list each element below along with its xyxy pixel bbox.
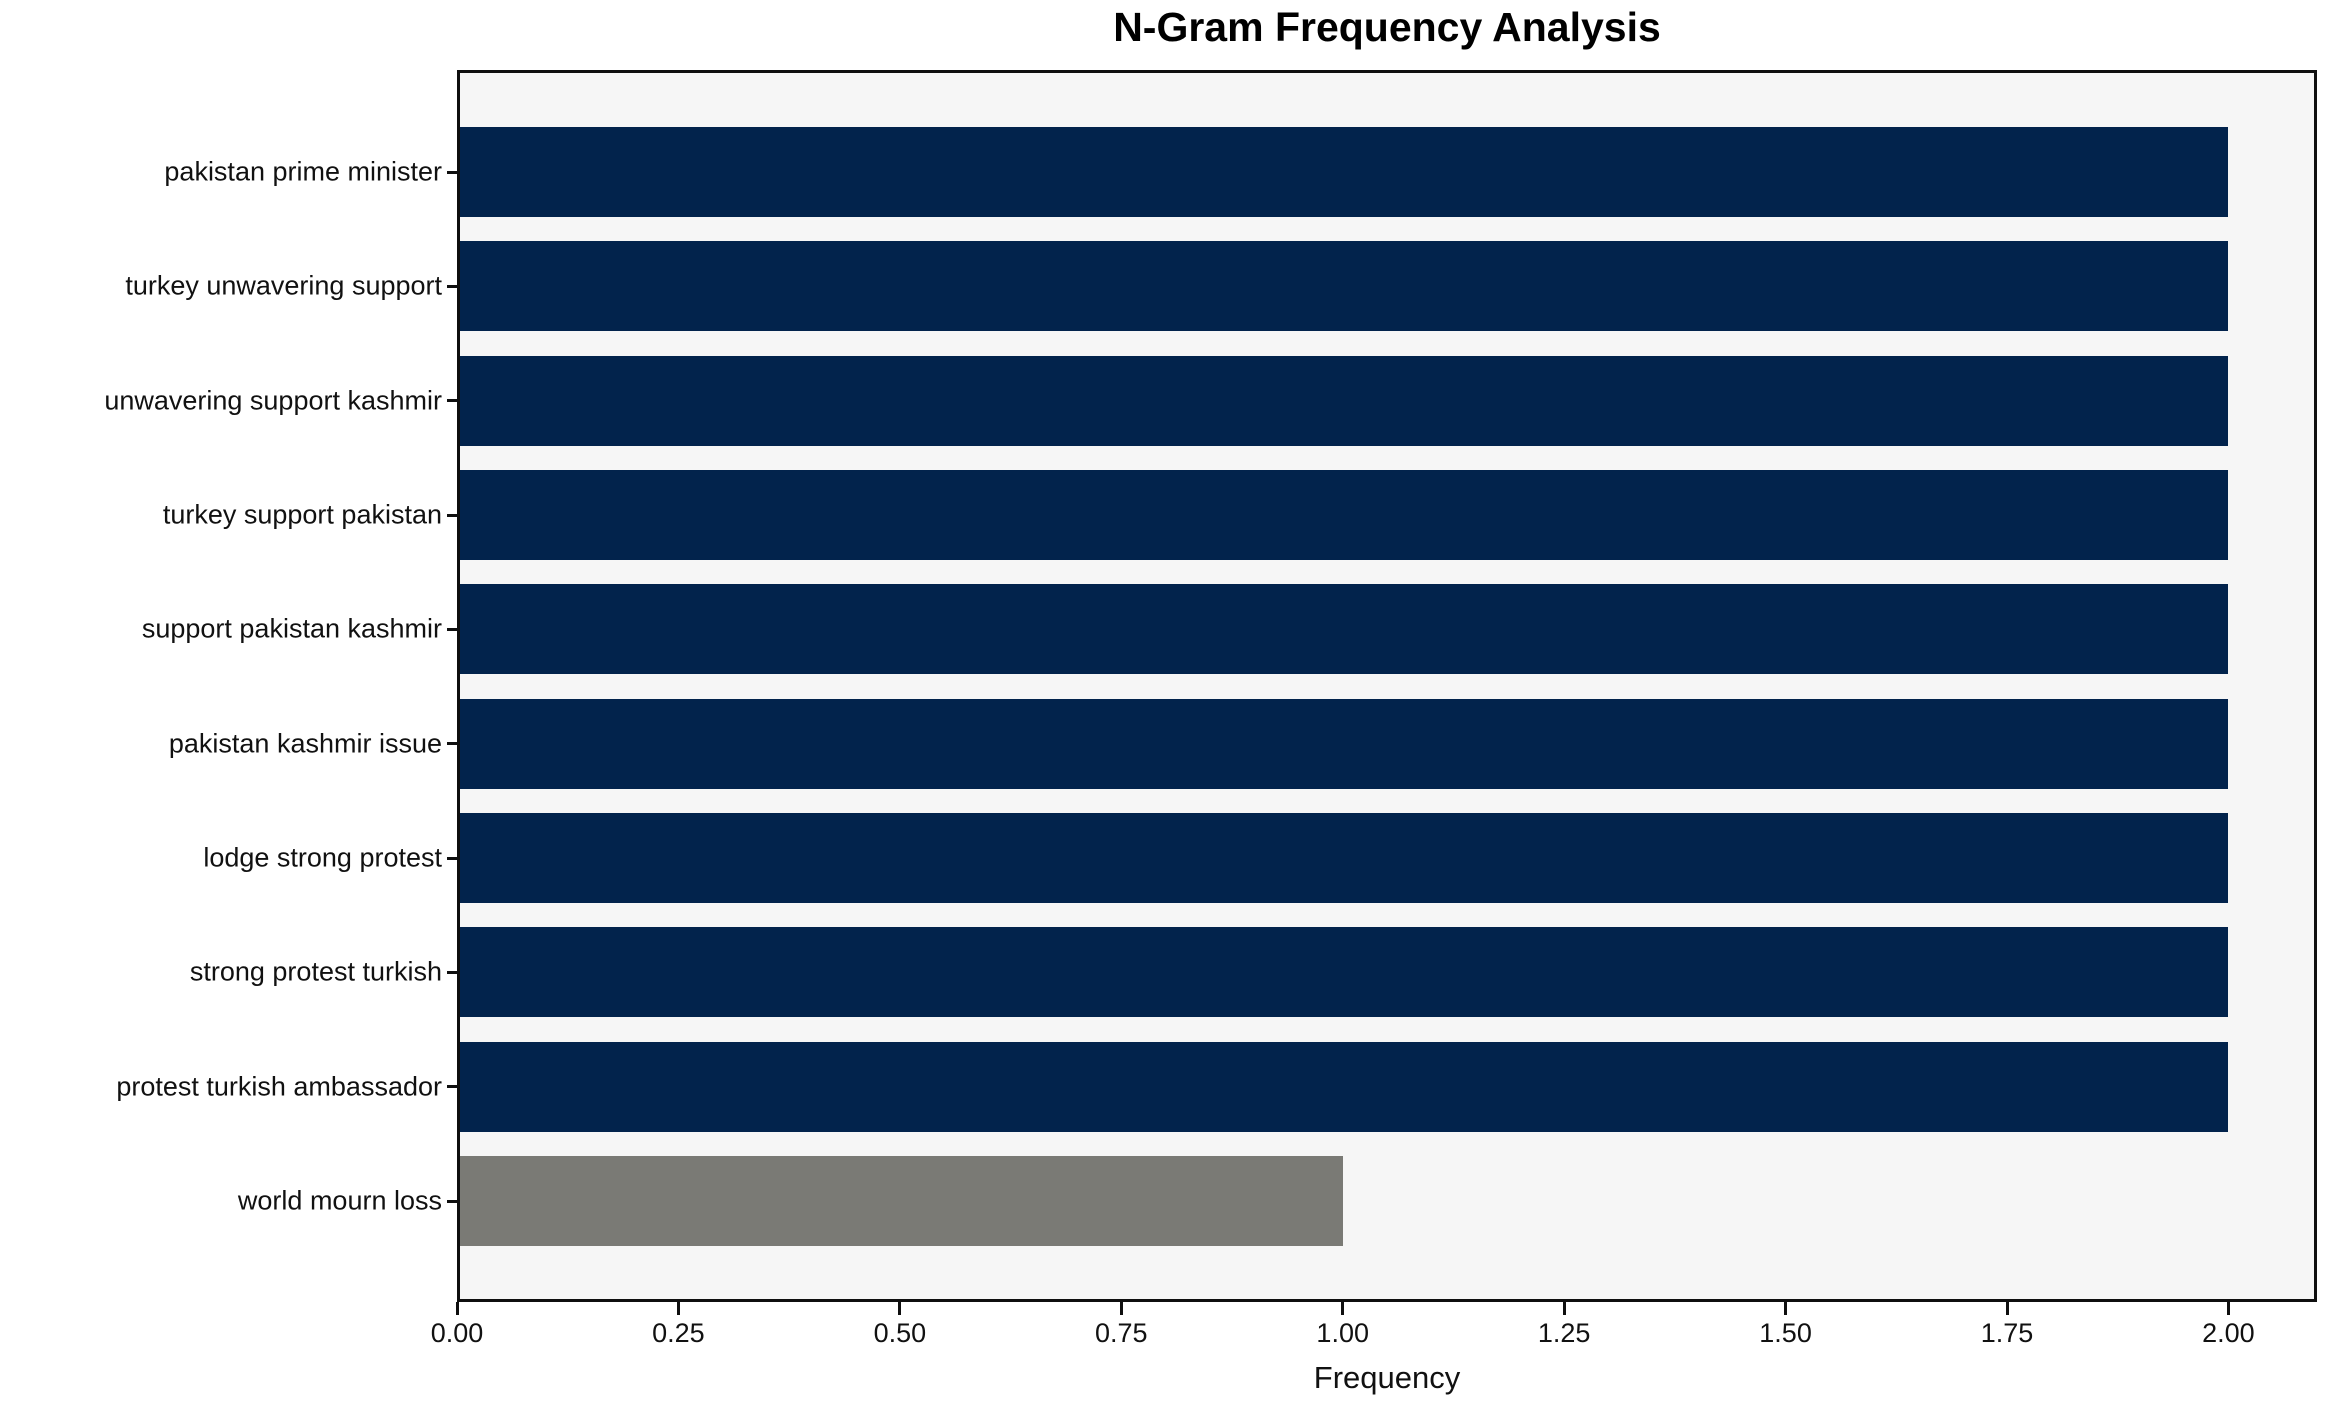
bar — [460, 241, 2229, 332]
y-tick-label: turkey unwavering support — [125, 270, 442, 301]
x-tick-label: 1.25 — [1537, 1318, 1591, 1348]
bar — [460, 584, 2229, 675]
y-tick-mark — [447, 170, 457, 174]
bar — [460, 698, 2229, 789]
x-tick-mark — [676, 1302, 680, 1315]
y-tick-mark — [447, 399, 457, 403]
y-tick-mark — [447, 284, 457, 288]
bar — [460, 813, 2229, 903]
x-tick-mark — [1562, 1302, 1566, 1315]
y-tick-label: unwavering support kashmir — [104, 385, 442, 416]
y-tick-mark — [447, 1085, 457, 1089]
y-tick-mark — [447, 1199, 457, 1203]
y-tick-mark — [447, 856, 457, 860]
y-tick-label: strong protest turkish — [189, 956, 442, 987]
y-tick-label: lodge strong protest — [203, 842, 442, 873]
bar — [460, 355, 2229, 446]
x-axis-label: Frequency — [1313, 1360, 1461, 1395]
y-tick-label: world mourn loss — [237, 1185, 442, 1216]
chart-title: N-Gram Frequency Analysis — [1113, 4, 1661, 50]
y-tick-mark — [447, 970, 457, 974]
y-tick-mark — [447, 742, 457, 746]
bar — [460, 470, 2229, 560]
x-tick-mark — [455, 1302, 459, 1315]
bar — [460, 927, 2229, 1018]
x-tick-mark — [2226, 1302, 2230, 1315]
bar — [460, 127, 2229, 217]
x-tick-mark — [1784, 1302, 1788, 1315]
x-tick-label: 0.50 — [873, 1318, 927, 1348]
x-tick-mark — [1341, 1302, 1345, 1315]
y-tick-label: pakistan kashmir issue — [168, 728, 442, 759]
y-tick-label: turkey support pakistan — [162, 499, 442, 530]
x-tick-label: 1.75 — [1980, 1318, 2034, 1348]
y-tick-label: support pakistan kashmir — [141, 613, 442, 644]
bar — [460, 1041, 2229, 1132]
x-tick-label: 0.75 — [1095, 1318, 1148, 1348]
x-tick-label: 0.25 — [652, 1318, 705, 1348]
y-tick-mark — [447, 513, 457, 517]
x-tick-label: 1.00 — [1316, 1318, 1369, 1348]
x-tick-label: 2.00 — [2202, 1318, 2255, 1348]
x-tick-mark — [898, 1302, 902, 1315]
y-tick-label: protest turkish ambassador — [116, 1071, 442, 1102]
y-tick-mark — [447, 627, 457, 631]
x-tick-mark — [2005, 1302, 2009, 1315]
bar — [460, 1156, 1343, 1246]
x-tick-label: 0.00 — [430, 1318, 484, 1348]
x-tick-label: 1.50 — [1759, 1318, 1812, 1348]
y-tick-label: pakistan prime minister — [164, 156, 442, 187]
x-tick-mark — [1119, 1302, 1123, 1315]
